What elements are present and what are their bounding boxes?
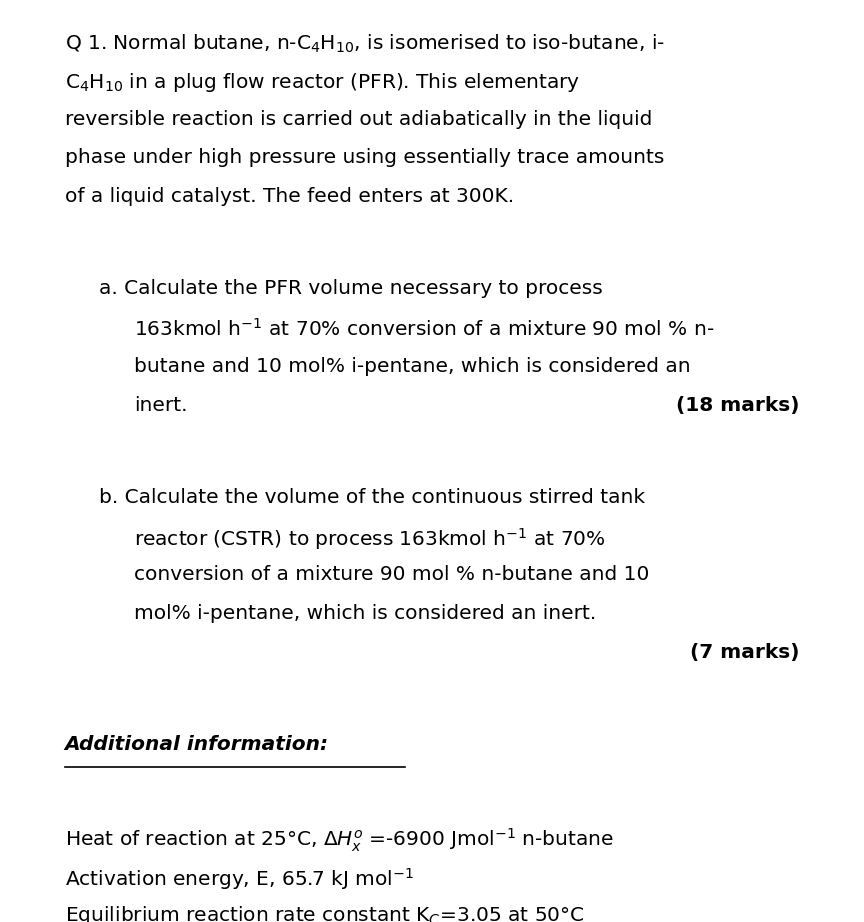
Text: Q 1. Normal butane, n-C$_4$H$_{10}$, is isomerised to iso-butane, i-: Q 1. Normal butane, n-C$_4$H$_{10}$, is … — [65, 32, 664, 54]
Text: reversible reaction is carried out adiabatically in the liquid: reversible reaction is carried out adiab… — [65, 110, 652, 129]
Text: Equilibrium reaction rate constant K$_C$=3.05 at 50°C: Equilibrium reaction rate constant K$_C$… — [65, 904, 584, 922]
Text: Activation energy, E, 65.7 kJ mol$^{-1}$: Activation energy, E, 65.7 kJ mol$^{-1}$ — [65, 866, 414, 892]
Text: conversion of a mixture 90 mol % n-butane and 10: conversion of a mixture 90 mol % n-butan… — [134, 565, 649, 585]
Text: Heat of reaction at 25°C, $\Delta H_x^o$ =-6900 Jmol$^{-1}$ n-butane: Heat of reaction at 25°C, $\Delta H_x^o$… — [65, 827, 613, 855]
Text: a. Calculate the PFR volume necessary to process: a. Calculate the PFR volume necessary to… — [99, 279, 603, 299]
Text: mol% i-pentane, which is considered an inert.: mol% i-pentane, which is considered an i… — [134, 604, 596, 623]
Text: of a liquid catalyst. The feed enters at 300K.: of a liquid catalyst. The feed enters at… — [65, 187, 514, 207]
Text: reactor (CSTR) to process 163kmol h$^{-1}$ at 70%: reactor (CSTR) to process 163kmol h$^{-1… — [134, 526, 606, 552]
Text: Additional information:: Additional information: — [65, 735, 329, 754]
Text: butane and 10 mol% i-pentane, which is considered an: butane and 10 mol% i-pentane, which is c… — [134, 357, 690, 376]
Text: inert.: inert. — [134, 396, 187, 415]
Text: (7 marks): (7 marks) — [689, 643, 799, 662]
Text: 163kmol h$^{-1}$ at 70% conversion of a mixture 90 mol % n-: 163kmol h$^{-1}$ at 70% conversion of a … — [134, 318, 715, 340]
Text: b. Calculate the volume of the continuous stirred tank: b. Calculate the volume of the continuou… — [99, 488, 645, 507]
Text: (18 marks): (18 marks) — [676, 396, 799, 415]
Text: C$_4$H$_{10}$ in a plug flow reactor (PFR). This elementary: C$_4$H$_{10}$ in a plug flow reactor (PF… — [65, 71, 580, 94]
Text: phase under high pressure using essentially trace amounts: phase under high pressure using essentia… — [65, 148, 664, 168]
